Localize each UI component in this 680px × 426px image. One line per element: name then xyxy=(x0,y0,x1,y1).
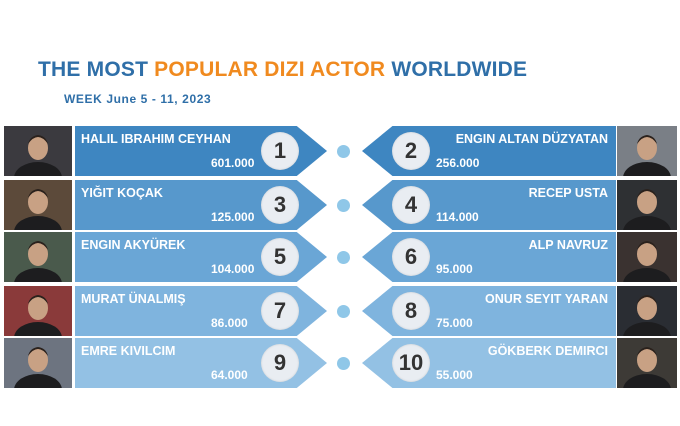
rank-number: 7 xyxy=(261,292,299,330)
rank-banner: 4 RECEP USTA 114.000 xyxy=(362,180,616,230)
actor-photo xyxy=(4,180,72,230)
rank-banner: 8 ONUR SEYIT YARAN 75.000 xyxy=(362,286,616,336)
actor-photo xyxy=(617,232,677,282)
rank-banner: ENGIN AKYÜREK 104.000 5 xyxy=(75,232,327,282)
actor-score: 95.000 xyxy=(436,262,473,276)
actor-name: RECEP USTA xyxy=(528,186,608,200)
actor-name: ALP NAVRUZ xyxy=(528,238,608,252)
page-title: THE MOST POPULAR DIZI ACTOR WORLDWIDE xyxy=(38,58,527,82)
rank-number: 6 xyxy=(392,238,430,276)
rank-number: 3 xyxy=(261,186,299,224)
title-part-2: POPULAR DIZI ACTOR xyxy=(154,58,386,81)
separator-dot xyxy=(337,357,350,370)
actor-score: 55.000 xyxy=(436,368,473,382)
actor-name: MURAT ÜNALMIŞ xyxy=(81,292,186,306)
rank-number: 5 xyxy=(261,238,299,276)
ranking-row: EMRE KIVILCIM 64.000 9 10 GÖKBERK DEMIRCI 55.… xyxy=(0,338,680,388)
week-subtitle: WEEK June 5 - 11, 2023 xyxy=(64,92,212,106)
actor-name: YIĞIT KOÇAK xyxy=(81,186,163,200)
actor-score: 75.000 xyxy=(436,316,473,330)
rank-banner: YIĞIT KOÇAK 125.000 3 xyxy=(75,180,327,230)
rank-banner: HALIL IBRAHIM CEYHAN 601.000 1 xyxy=(75,126,327,176)
rank-banner: 6 ALP NAVRUZ 95.000 xyxy=(362,232,616,282)
actor-name: ENGIN AKYÜREK xyxy=(81,238,186,252)
ranking-row: YIĞIT KOÇAK 125.000 3 4 RECEP USTA 114.000 xyxy=(0,180,680,230)
rank-banner: 2 ENGIN ALTAN DÜZYATAN 256.000 xyxy=(362,126,616,176)
actor-photo xyxy=(4,126,72,176)
rank-number: 2 xyxy=(392,132,430,170)
actor-score: 125.000 xyxy=(211,210,255,224)
separator-dot xyxy=(337,251,350,264)
actor-photo xyxy=(617,286,677,336)
actor-name: ONUR SEYIT YARAN xyxy=(485,292,608,306)
actor-photo xyxy=(617,180,677,230)
separator-dot xyxy=(337,305,350,318)
rank-banner: MURAT ÜNALMIŞ 86.000 7 xyxy=(75,286,327,336)
actor-score: 601.000 xyxy=(211,156,255,170)
actor-photo xyxy=(4,232,72,282)
title-part-1: THE MOST xyxy=(38,58,149,81)
actor-name: GÖKBERK DEMIRCI xyxy=(487,344,608,358)
ranking-row: ENGIN AKYÜREK 104.000 5 6 ALP NAVRUZ 95.000 xyxy=(0,232,680,282)
actor-score: 86.000 xyxy=(211,316,248,330)
rank-banner: EMRE KIVILCIM 64.000 9 xyxy=(75,338,327,388)
actor-score: 64.000 xyxy=(211,368,248,382)
actor-photo xyxy=(617,338,677,388)
rank-number: 4 xyxy=(392,186,430,224)
actor-score: 104.000 xyxy=(211,262,255,276)
actor-photo xyxy=(617,126,677,176)
actor-photo xyxy=(4,338,72,388)
rank-number: 10 xyxy=(392,344,430,382)
actor-photo xyxy=(4,286,72,336)
separator-dot xyxy=(337,145,350,158)
ranking-row: HALIL IBRAHIM CEYHAN 601.000 1 2 ENGIN ALTAN… xyxy=(0,126,680,176)
ranking-row: MURAT ÜNALMIŞ 86.000 7 8 ONUR SEYIT YARAN 75.… xyxy=(0,286,680,336)
rank-number: 9 xyxy=(261,344,299,382)
actor-name: HALIL IBRAHIM CEYHAN xyxy=(81,132,231,146)
title-part-3: WORLDWIDE xyxy=(391,58,528,81)
actor-name: ENGIN ALTAN DÜZYATAN xyxy=(455,132,608,146)
rank-number: 1 xyxy=(261,132,299,170)
actor-score: 256.000 xyxy=(436,156,480,170)
separator-dot xyxy=(337,199,350,212)
rank-banner: 10 GÖKBERK DEMIRCI 55.000 xyxy=(362,338,616,388)
actor-score: 114.000 xyxy=(436,210,479,224)
actor-name: EMRE KIVILCIM xyxy=(81,344,176,358)
rank-number: 8 xyxy=(392,292,430,330)
